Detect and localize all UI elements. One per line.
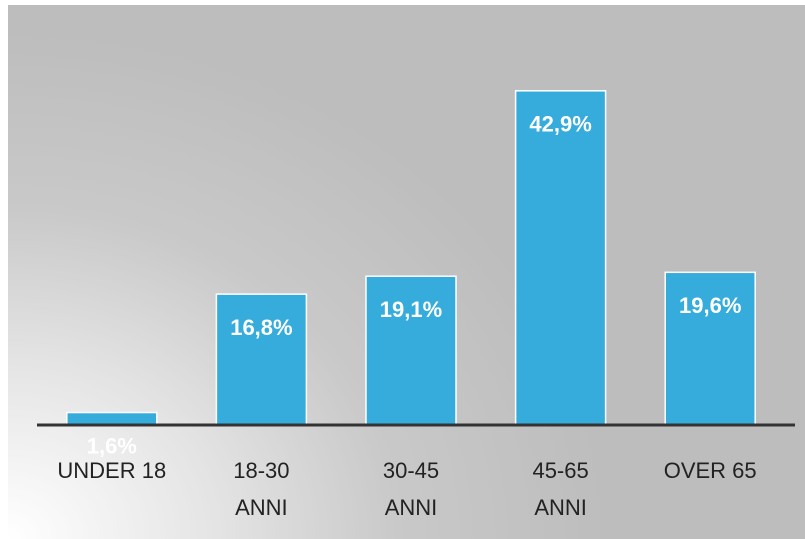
x-tick-label: 30-45 ANNI [382,458,440,520]
x-tick-label: 45-65 ANNI [532,458,589,520]
data-label: 19,6% [679,293,741,318]
data-label: 42,9% [529,112,591,137]
bar [664,271,756,426]
x-tick-label: 18-30 ANNI [233,458,290,520]
data-label: 19,1% [380,297,442,322]
x-tick-label: UNDER 18 [57,458,167,483]
data-label: 16,8% [230,315,292,340]
bar [66,411,158,426]
bar [215,293,308,426]
x-tick-label: OVER 65 [663,458,757,483]
bar [365,275,457,426]
bar [514,90,607,426]
data-label: 1,6% [87,433,137,458]
